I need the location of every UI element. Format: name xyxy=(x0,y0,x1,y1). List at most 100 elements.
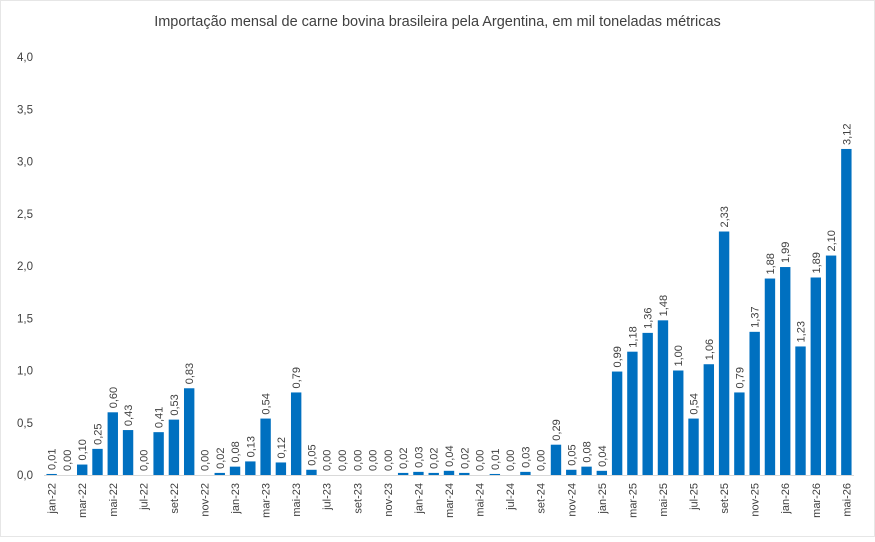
x-tick-label: jan-26 xyxy=(780,483,792,515)
bar xyxy=(459,472,470,475)
data-label: 0,02 xyxy=(215,447,227,468)
y-tick-label: 0,0 xyxy=(17,470,33,482)
bar xyxy=(245,461,256,475)
x-tick-label: set-24 xyxy=(536,483,548,514)
bar xyxy=(703,364,715,475)
data-label: 1,23 xyxy=(796,321,808,342)
data-label: 0,10 xyxy=(77,439,89,460)
bar xyxy=(46,473,57,475)
data-label: 0,00 xyxy=(505,450,517,471)
bar xyxy=(107,412,118,475)
bar xyxy=(92,448,103,475)
x-tick-label: jan-24 xyxy=(413,483,425,515)
x-tick-label: jan-22 xyxy=(47,483,59,515)
data-label: 0,13 xyxy=(245,436,257,457)
bar xyxy=(810,277,821,475)
data-label: 0,05 xyxy=(566,444,578,465)
data-label: 0,00 xyxy=(62,450,74,471)
y-tick-label: 1,0 xyxy=(17,366,33,378)
y-tick-label: 3,0 xyxy=(17,157,33,169)
x-tick-label: mar-24 xyxy=(444,483,456,518)
bar xyxy=(229,466,241,475)
bar xyxy=(413,471,424,475)
data-labels-group: 0,01 0,00 0,100,250,600,430,000,410,530,83… xyxy=(47,124,854,471)
bar xyxy=(657,320,669,475)
bar xyxy=(550,444,562,475)
data-label: 0,79 xyxy=(734,367,746,388)
bar xyxy=(489,473,501,475)
x-axis: jan-22 mar-22 mai-22 jul-22 set-22 nov-22 jan-… xyxy=(44,475,854,518)
data-label: 0,79 xyxy=(291,367,303,388)
y-tick-label: 2,5 xyxy=(17,209,33,221)
bar xyxy=(627,351,638,475)
data-label: 0,03 xyxy=(520,446,532,467)
data-label: 0,00 xyxy=(536,450,548,471)
data-label: 0,00 xyxy=(199,450,211,471)
y-axis: 0,0 0,5 1,0 1,5 2,0 2,5 3,0 3,5 4,0 xyxy=(17,52,33,482)
bar xyxy=(290,392,302,475)
data-label: 0,43 xyxy=(123,405,135,426)
x-tick-label: jul-22 xyxy=(138,483,150,511)
data-label: 0,54 xyxy=(261,393,273,414)
data-label: 0,04 xyxy=(444,445,456,466)
x-tick-label: mai-23 xyxy=(291,483,303,517)
data-label: 0,41 xyxy=(154,407,166,428)
x-tick-label: mar-26 xyxy=(811,483,823,518)
data-label: 1,37 xyxy=(750,306,762,327)
bar xyxy=(214,472,225,475)
bar xyxy=(122,430,134,475)
data-label: 0,02 xyxy=(429,447,441,468)
data-label: 0,03 xyxy=(413,446,425,467)
bar xyxy=(749,331,760,475)
data-label: 0,01 xyxy=(490,449,502,470)
y-tick-label: 1,5 xyxy=(17,313,33,325)
x-tick-label: nov-22 xyxy=(199,483,211,517)
x-tick-label: jul-25 xyxy=(689,483,701,511)
bar xyxy=(183,388,195,475)
bar xyxy=(260,418,271,475)
data-label: 0,00 xyxy=(138,450,150,471)
x-tick-label: jan-25 xyxy=(597,483,609,515)
bars-group xyxy=(46,148,852,475)
bar xyxy=(642,332,653,475)
data-label: 0,12 xyxy=(276,437,288,458)
bar xyxy=(168,419,180,475)
bar xyxy=(596,470,608,475)
data-label: 0,29 xyxy=(551,419,563,440)
x-tick-label: mar-23 xyxy=(261,483,273,518)
bar xyxy=(734,392,745,475)
bar xyxy=(841,148,852,475)
x-tick-label: mai-24 xyxy=(475,483,487,517)
x-tick-label: set-23 xyxy=(352,483,364,514)
data-label: 1,88 xyxy=(765,253,777,274)
data-label: 0,54 xyxy=(689,393,701,414)
data-label: 1,99 xyxy=(780,242,792,263)
x-tick-label: mar-25 xyxy=(627,483,639,518)
data-label: 0,53 xyxy=(169,394,181,415)
bar xyxy=(581,466,592,475)
data-label: 0,00 xyxy=(337,450,349,471)
data-label: 0,83 xyxy=(184,363,196,384)
bar xyxy=(443,470,455,475)
bar xyxy=(306,469,317,475)
data-label: 1,00 xyxy=(673,345,685,366)
x-tick-label: jul-24 xyxy=(505,483,517,511)
x-tick-label: mai-26 xyxy=(841,483,853,517)
bar xyxy=(77,464,88,475)
bar xyxy=(825,255,837,475)
data-label: 0,00 xyxy=(475,450,487,471)
y-tick-label: 4,0 xyxy=(17,52,33,64)
x-tick-label: set-22 xyxy=(169,483,181,514)
data-label: 0,08 xyxy=(582,441,594,462)
x-tick-label: mai-25 xyxy=(658,483,670,517)
x-tick-label: nov-23 xyxy=(383,483,395,517)
x-tick-label: nov-24 xyxy=(566,483,578,517)
data-label: 1,18 xyxy=(627,326,639,347)
data-label: 0,00 xyxy=(383,450,395,471)
bar xyxy=(795,346,806,475)
bar xyxy=(520,471,531,475)
bar xyxy=(566,469,577,475)
data-label: 2,33 xyxy=(719,206,731,227)
bar xyxy=(153,432,164,475)
